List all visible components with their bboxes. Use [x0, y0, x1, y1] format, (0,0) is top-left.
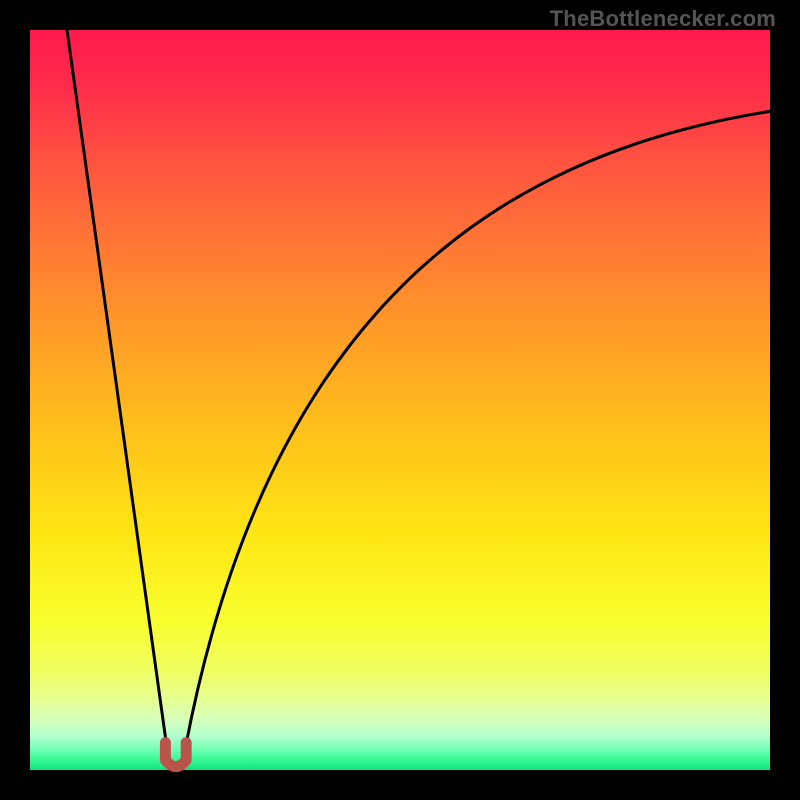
- plot-gradient-background: [30, 30, 770, 770]
- chart-svg: [0, 0, 800, 800]
- watermark-text: TheBottlenecker.com: [550, 6, 776, 32]
- chart-container: TheBottlenecker.com: [0, 0, 800, 800]
